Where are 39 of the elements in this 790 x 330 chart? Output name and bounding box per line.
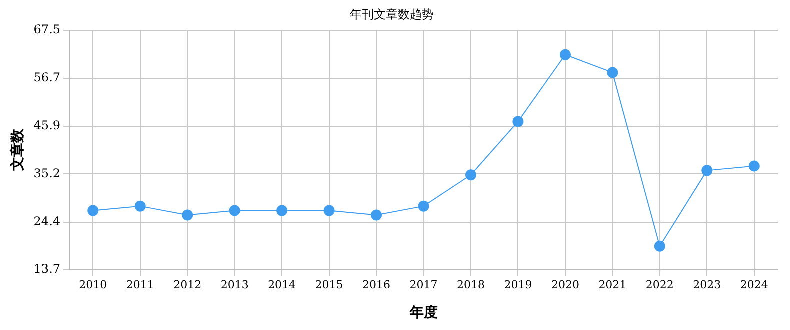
y-axis-title: 文章数 (9, 128, 26, 172)
point (88, 205, 99, 216)
point (607, 67, 618, 78)
point (134, 200, 146, 212)
chart-title: 年刊文章数趋势 (350, 7, 434, 22)
x-tick-label: 2017 (410, 278, 438, 292)
point (182, 210, 194, 221)
point (324, 205, 335, 216)
x-tick-label: 2013 (220, 278, 249, 292)
x-tick-label: 2012 (174, 278, 202, 292)
point (512, 116, 524, 128)
point (371, 210, 382, 221)
x-tick-label: 2011 (126, 278, 154, 292)
x-tick-label: 2021 (598, 278, 627, 292)
point (560, 49, 571, 60)
point (748, 160, 760, 172)
x-tick-label: 2015 (315, 278, 344, 292)
point (702, 165, 713, 176)
y-tick-label: 24.4 (34, 214, 61, 228)
x-tick-label: 2022 (646, 278, 674, 292)
y-tick-label: 35.2 (34, 166, 61, 180)
x-tick-label: 2010 (79, 278, 108, 292)
x-axis-title: 年度 (408, 304, 438, 322)
x-tick-label: 2019 (504, 278, 532, 292)
point (418, 200, 430, 212)
y-tick-label: 56.7 (34, 70, 61, 85)
point (276, 205, 288, 216)
point (654, 240, 666, 252)
x-tick-label: 2024 (740, 278, 768, 292)
x-tick-label: 2020 (551, 278, 580, 292)
x-tick-label: 2014 (268, 278, 296, 292)
x-tick-label: 2023 (693, 278, 722, 292)
point (229, 205, 240, 216)
x-tick-label: 2018 (456, 278, 485, 292)
y-tick-label: 13.7 (34, 262, 61, 276)
y-tick-label: 45.9 (34, 118, 61, 133)
point (465, 170, 476, 181)
y-tick-label: 67.5 (34, 22, 61, 37)
x-tick-label: 2016 (362, 278, 391, 292)
